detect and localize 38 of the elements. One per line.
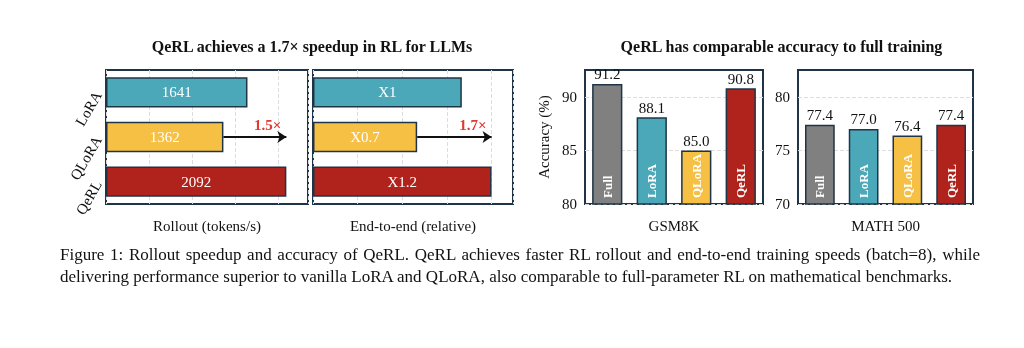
x-axis-title: Rollout (tokens/s) — [153, 217, 261, 235]
x-tick-label: QLoRA — [899, 153, 915, 198]
y-tick-label: 75 — [775, 142, 790, 159]
data-label: 88.1 — [638, 99, 665, 116]
x-tick-label: Full — [812, 175, 828, 198]
annotation: 1.7× — [459, 116, 487, 133]
x-tick-label: QeRL — [943, 163, 959, 198]
data-label: 77.4 — [806, 107, 834, 124]
x-tick-label: QLoRA — [688, 153, 704, 198]
data-label: 2092 — [181, 173, 212, 190]
x-axis-title: GSM8K — [648, 217, 700, 234]
data-label: 1362 — [149, 129, 180, 145]
x-axis-title: MATH 500 — [851, 217, 920, 234]
data-label: X0.7 — [350, 129, 381, 145]
data-label: 77.0 — [850, 111, 877, 128]
data-label: X1.2 — [387, 173, 418, 190]
data-label: 1641 — [161, 84, 192, 101]
y-tick-label: 80 — [775, 88, 790, 105]
data-label: 76.4 — [894, 117, 921, 134]
annotation: 1.5× — [254, 116, 282, 133]
x-tick-label: QeRL — [733, 163, 749, 198]
y-tick-label: 70 — [775, 196, 790, 212]
data-label: 85.0 — [683, 132, 710, 149]
y-tick-label: 90 — [562, 88, 577, 105]
x-tick-label: LoRA — [644, 163, 660, 198]
x-tick-label: LoRA — [856, 163, 872, 198]
chart-title: QeRL achieves a 1.7× speedup in RL for LLMs — [150, 38, 474, 56]
data-label: X1 — [378, 84, 397, 101]
x-tick-label: Full — [599, 175, 615, 198]
x-axis-title: End-to-end (relative) — [349, 217, 477, 235]
y-tick-label: 80 — [562, 196, 577, 212]
chart-title: QeRL has comparable accuracy to full training — [619, 38, 944, 56]
y-tick-label: 85 — [562, 142, 577, 159]
y-axis-title: Accuracy (%) — [535, 95, 553, 179]
data-label: 90.8 — [727, 70, 754, 87]
caption: Figure 1: Rollout speedup and accuracy of QeRL. QeRL achieves faster RL rollout and end-to-end training speeds (batch=8), while delivering performance superior to vanilla LoRA and QLoRA, also comparable to full-parameter RL on mathematical benchmarks. — [60, 244, 980, 288]
data-label: 91.2 — [594, 66, 621, 83]
data-label: 77.4 — [938, 107, 965, 124]
